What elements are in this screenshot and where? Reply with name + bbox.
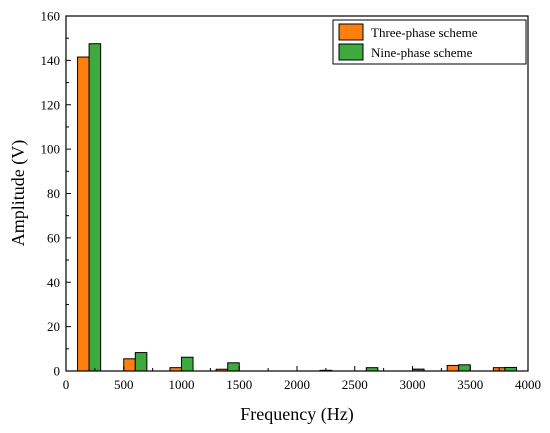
y-tick-label-4: 80 — [47, 186, 60, 201]
bar-series-2-3 — [227, 362, 240, 372]
bar-series-1-0 — [77, 56, 90, 372]
legend-swatch-2 — [338, 43, 364, 61]
y-tick-label-2: 40 — [47, 275, 60, 290]
y-tick-label-0: 0 — [54, 364, 61, 379]
x-axis-title: Frequency (Hz) — [240, 404, 353, 425]
y-tick-label-6: 120 — [41, 97, 61, 112]
y-tick-label-3: 60 — [47, 230, 60, 245]
legend-label-2: Nine-phase scheme — [371, 45, 473, 60]
x-tick-label-6: 3000 — [400, 377, 426, 392]
bar-series-1-7 — [446, 364, 460, 372]
y-tick-label-7: 140 — [41, 53, 61, 68]
legend: Three-phase scheme Nine-phase scheme — [332, 19, 527, 65]
bar-series-2-7 — [458, 364, 471, 372]
legend-swatch-1 — [338, 23, 364, 41]
bar-series-2-1 — [134, 352, 148, 372]
y-axis-title: Amplitude (V) — [8, 140, 29, 246]
x-tick-label-5: 2500 — [342, 377, 368, 392]
legend-box — [332, 19, 527, 65]
bar-series-2-2 — [181, 356, 194, 372]
plot-frame — [65, 15, 529, 372]
x-tick-label-2: 1000 — [169, 377, 195, 392]
x-tick-label-0: 0 — [63, 377, 70, 392]
x-tick-label-4: 2000 — [284, 377, 310, 392]
bar-series-1-1 — [123, 358, 136, 372]
y-tick-label-8: 160 — [41, 9, 61, 24]
x-tick-label-3: 1500 — [226, 377, 252, 392]
axes-layer: 0 500 1000 1500 2000 2500 3000 3500 4000 0 20 40 60 8… — [41, 9, 542, 393]
bar-series-2-0 — [88, 43, 102, 372]
x-tick-label-8: 4000 — [515, 377, 541, 392]
legend-label-1: Three-phase scheme — [371, 25, 478, 40]
x-tick-label-1: 500 — [114, 377, 134, 392]
y-tick-label-5: 100 — [41, 142, 61, 157]
x-tick-label-7: 3500 — [457, 377, 483, 392]
bars-layer — [77, 43, 517, 372]
y-tick-label-1: 20 — [47, 319, 60, 334]
